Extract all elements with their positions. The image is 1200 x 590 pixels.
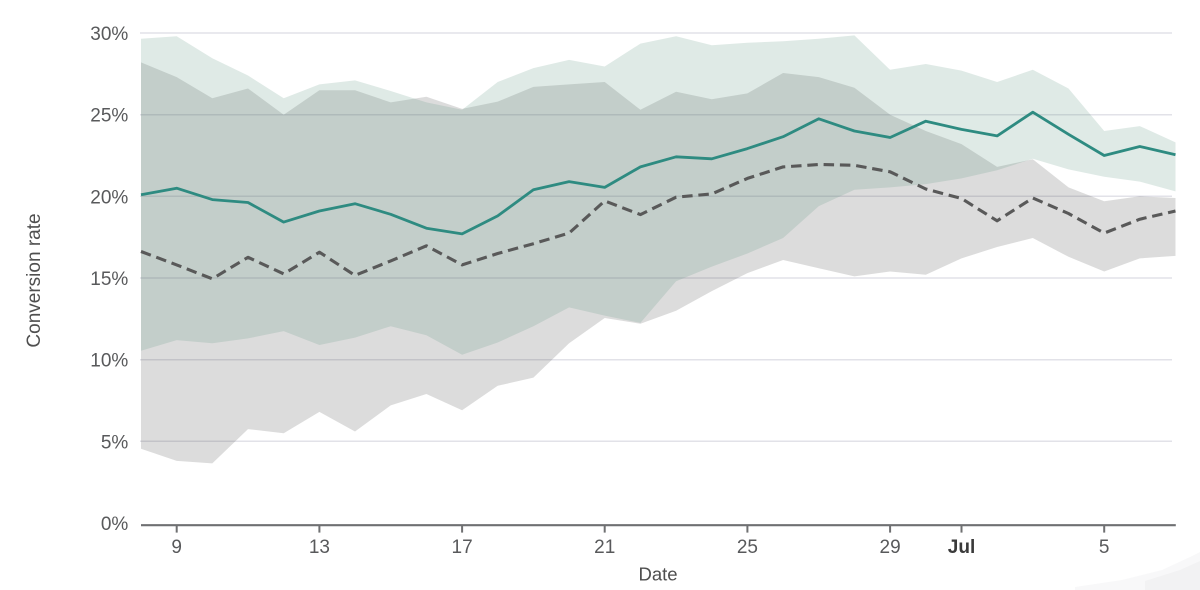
svg-text:29: 29	[880, 537, 901, 558]
svg-text:30%: 30%	[90, 24, 128, 45]
svg-text:Jul: Jul	[948, 537, 975, 558]
svg-text:0%: 0%	[101, 514, 129, 535]
svg-text:10%: 10%	[90, 351, 128, 372]
svg-text:Conversion rate: Conversion rate	[24, 213, 45, 347]
svg-text:25: 25	[737, 537, 758, 558]
svg-text:5: 5	[1099, 537, 1110, 558]
svg-text:13: 13	[309, 537, 330, 558]
svg-text:20%: 20%	[90, 187, 128, 208]
svg-text:15%: 15%	[90, 269, 128, 290]
svg-text:17: 17	[452, 537, 473, 558]
svg-text:Date: Date	[638, 564, 677, 585]
svg-text:9: 9	[171, 537, 182, 558]
svg-text:21: 21	[594, 537, 615, 558]
svg-text:25%: 25%	[90, 106, 128, 127]
svg-text:5%: 5%	[101, 432, 129, 453]
